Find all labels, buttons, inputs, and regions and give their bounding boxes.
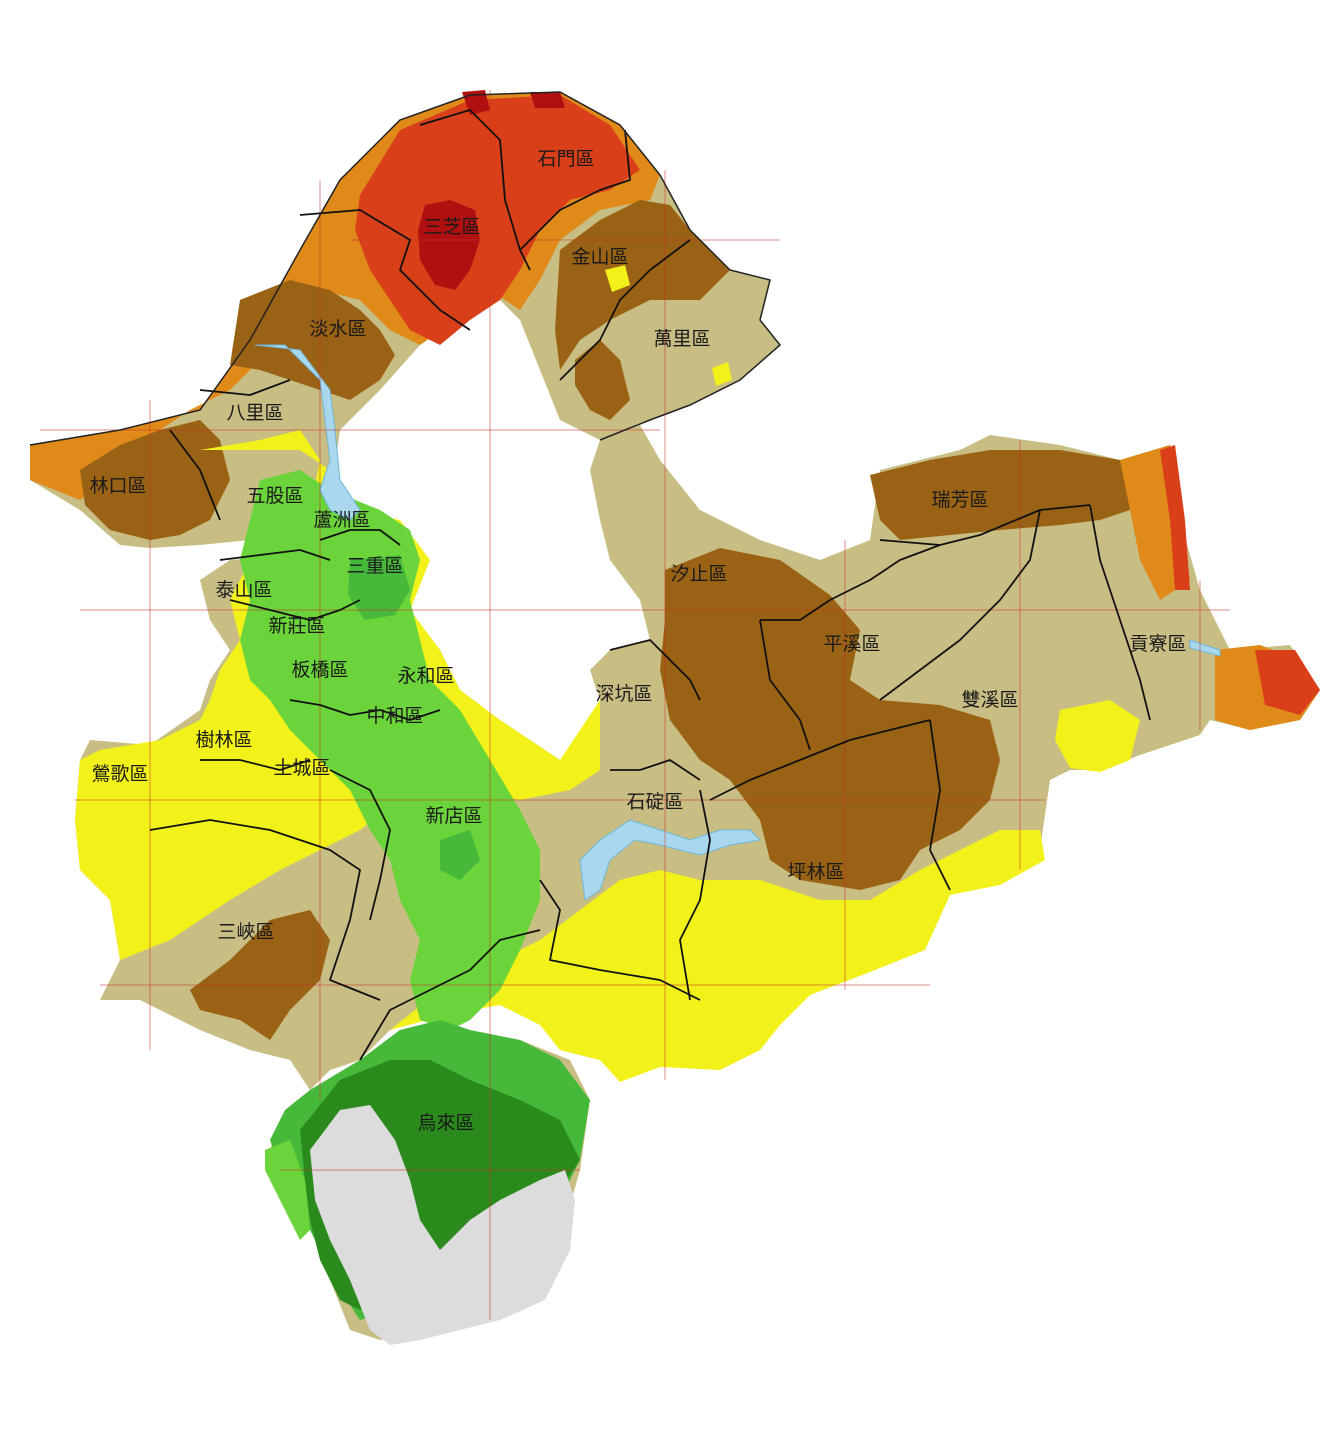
zone-light-green-edge [265, 1140, 310, 1240]
zone-brown-tamsui [230, 280, 395, 400]
zone-red-north [355, 95, 640, 345]
label-xinzhuang: 新莊區 [268, 615, 325, 637]
boundary-sanzhi-tamsui [299, 209, 471, 331]
label-wulai: 烏來區 [417, 1112, 474, 1134]
keelung-river-east [1189, 639, 1221, 657]
zone-deep-red-sanzhi [418, 200, 480, 290]
label-taishan: 泰山區 [215, 579, 272, 601]
boundary-xindian-tucheng [329, 769, 391, 921]
label-banqiao: 板橋區 [291, 659, 348, 681]
zone-yellow-wanli [712, 362, 732, 386]
zone-yellow-shuangxi [1055, 700, 1140, 772]
label-shuangxi: 雙溪區 [961, 689, 1018, 711]
zone-brown-sanxia [190, 910, 330, 1040]
district-boundaries [149, 109, 1151, 1061]
rivers [254, 344, 1221, 901]
label-sanzhi: 三芝區 [423, 216, 480, 238]
zone-gray-wulai [310, 1105, 575, 1345]
boundary-wulai-xindian [359, 929, 541, 1061]
label-wugu: 五股區 [246, 485, 303, 507]
zone-brown-wanli-west [575, 340, 630, 420]
label-pingxi: 平溪區 [823, 633, 880, 655]
zone-red-gongliao [1255, 650, 1320, 715]
boundary-jinshan-wanli [559, 239, 691, 381]
zone-green-xindian [440, 830, 480, 880]
label-shulin: 樹林區 [195, 729, 252, 751]
outline-north [29, 91, 782, 446]
boundary-luzhou-sanchong [319, 529, 401, 546]
label-sanxia: 三峽區 [217, 921, 274, 943]
label-tucheng: 土城區 [273, 757, 330, 779]
label-pinglin: 坪林區 [787, 861, 844, 883]
boundary-tamsui-bali [199, 379, 291, 396]
label-luzhou: 蘆洲區 [313, 509, 370, 531]
boundary-sanxia-tucheng [149, 819, 381, 1001]
label-shiding: 石碇區 [626, 791, 683, 813]
boundary-shenkeng-pingxi [759, 619, 811, 751]
zone-red-northeast [1160, 445, 1190, 590]
zone-yellow-south-band [390, 830, 1045, 1082]
label-linkou: 林口區 [89, 475, 146, 497]
boundary-shimen-jinshan [519, 129, 631, 251]
tamsui-river [254, 344, 361, 521]
boundary-wugu-taishan [219, 549, 331, 561]
xindian-river [579, 819, 762, 901]
label-shenkeng: 深坑區 [595, 683, 652, 705]
boundary-shimen-sanzhi [419, 109, 531, 271]
label-shimen: 石門區 [537, 148, 594, 170]
label-xizhi: 汐止區 [670, 563, 727, 585]
boundary-pinglin-shuangxi [929, 719, 951, 891]
label-xindian: 新店區 [425, 805, 482, 827]
label-yingge: 鶯歌區 [91, 763, 148, 785]
boundary-shenkeng-shiding [610, 759, 701, 781]
boundary-pinglin-shiding [709, 719, 931, 801]
label-yonghe: 永和區 [397, 665, 454, 687]
label-sanchong: 三重區 [346, 555, 403, 577]
value-zones [30, 90, 1320, 1345]
zone-deep-red-peak-2 [530, 92, 565, 108]
boundary-xizhi-pingxi [760, 544, 941, 621]
grid [40, 90, 1230, 1320]
boundary-xizhi-shenkeng [609, 639, 701, 701]
label-wanli: 萬里區 [653, 328, 710, 350]
label-gongliao: 貢寮區 [1129, 633, 1186, 655]
zone-deep-red-peak [462, 90, 490, 115]
boundary-shiding-xindian [539, 879, 701, 1001]
boundary-bali-linkou [169, 429, 221, 521]
boundary-banqiao-zhonghe [289, 699, 441, 721]
label-tamsui: 淡水區 [309, 318, 366, 340]
zone-brown-xizhi [660, 548, 1000, 890]
zone-brown-ruifang [870, 450, 1140, 540]
boundary-sanchong-xinzhuang [229, 599, 361, 621]
boundary-shiding-pinglin-west [679, 789, 711, 1001]
label-bali: 八里區 [226, 402, 283, 424]
boundary-ruifang-pingxi [879, 504, 1091, 546]
boundary-pingxi-shuangxi [879, 509, 1041, 701]
zone-green-sanchong [348, 555, 410, 620]
zone-yellow-jinshan [605, 265, 630, 292]
outer-outline [29, 91, 782, 446]
boundary-shulin-tucheng [200, 759, 311, 771]
label-jinshan: 金山區 [571, 246, 628, 268]
label-ruifang: 瑞芳區 [931, 489, 988, 511]
label-zhonghe: 中和區 [366, 705, 423, 727]
district-labels: 石門區 三芝區 金山區 淡水區 萬里區 八里區 林口區 五股區 蘆洲區 三重區 … [89, 148, 1186, 1134]
boundary-ruifang-shuangxi [1089, 504, 1151, 721]
zone-brown-linkou [80, 420, 230, 540]
zone-brown-pingxi-bridge [770, 600, 830, 690]
